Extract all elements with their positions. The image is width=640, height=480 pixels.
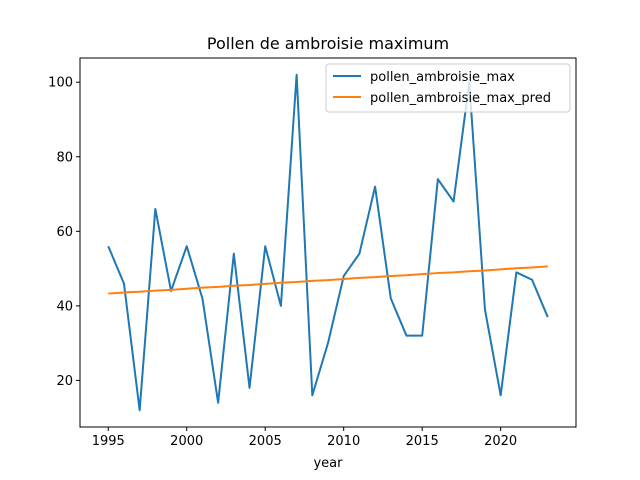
x-tick-label-5: 2020 [484, 434, 517, 449]
y-tick-label-3: 80 [56, 150, 73, 165]
x-tick-label-0: 1995 [92, 434, 125, 449]
y-tick-label-1: 40 [56, 299, 73, 314]
series-line-0 [107, 73, 549, 412]
x-tick-label-4: 2015 [406, 434, 439, 449]
y-axis-ticks: 20 40 60 80 100 [48, 76, 80, 389]
x-tick-label-1: 2000 [170, 434, 203, 449]
series-lines [107, 73, 549, 412]
x-axis-label: year [313, 456, 343, 471]
y-tick-label-2: 60 [56, 225, 73, 240]
legend-box [325, 63, 571, 113]
x-tick-label-2: 2005 [249, 434, 282, 449]
series-line-1 [108, 265, 548, 295]
x-tick-label-3: 2010 [327, 434, 360, 449]
legend-label-0: pollen_ambroisie_max [370, 70, 515, 85]
chart-title: Pollen de ambroisie maximum [207, 34, 449, 53]
x-axis-ticks: 1995 2000 2005 2010 2015 2020 [92, 427, 517, 449]
plot-background [80, 58, 576, 427]
plot-frame [79, 57, 577, 428]
y-tick-label-4: 100 [48, 76, 73, 91]
legend-label-1: pollen_ambroisie_max_pred [370, 91, 551, 106]
y-tick-label-0: 20 [56, 374, 73, 389]
legend: pollen_ambroisie_max pollen_ambroisie_ma… [325, 63, 571, 113]
